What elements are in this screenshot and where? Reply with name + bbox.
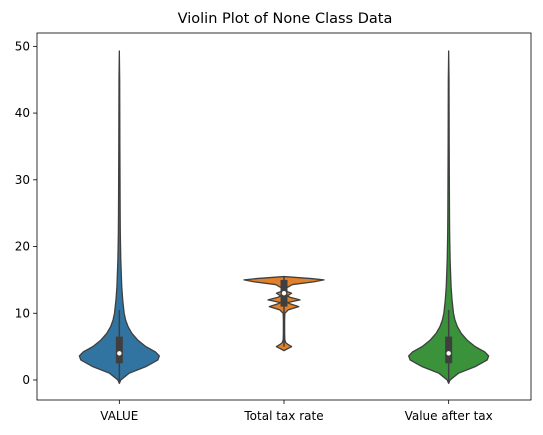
x-axis: VALUE Total tax rate Value after tax [100,400,493,423]
y-tick-label: 30 [15,173,30,187]
y-tick-label: 20 [15,240,30,254]
violin-median [117,351,122,356]
y-axis: 0 10 20 30 40 50 [15,39,37,387]
chart-title: Violin Plot of None Class Data [178,11,393,27]
y-tick-label: 0 [22,373,30,387]
x-tick-label: VALUE [100,409,138,423]
violin-group [78,50,490,384]
violin-box [445,336,453,364]
x-tick-label: Total tax rate [243,409,323,423]
violin-median [446,351,451,356]
violin-median [281,291,287,296]
y-tick-label: 50 [15,39,30,53]
violin-box [115,336,123,364]
plot-frame [36,32,532,401]
y-tick-label: 40 [15,106,30,120]
violin-body [408,50,490,384]
y-tick-label: 10 [15,306,30,320]
violin-body [78,50,160,384]
x-tick-label: Value after tax [405,409,493,423]
